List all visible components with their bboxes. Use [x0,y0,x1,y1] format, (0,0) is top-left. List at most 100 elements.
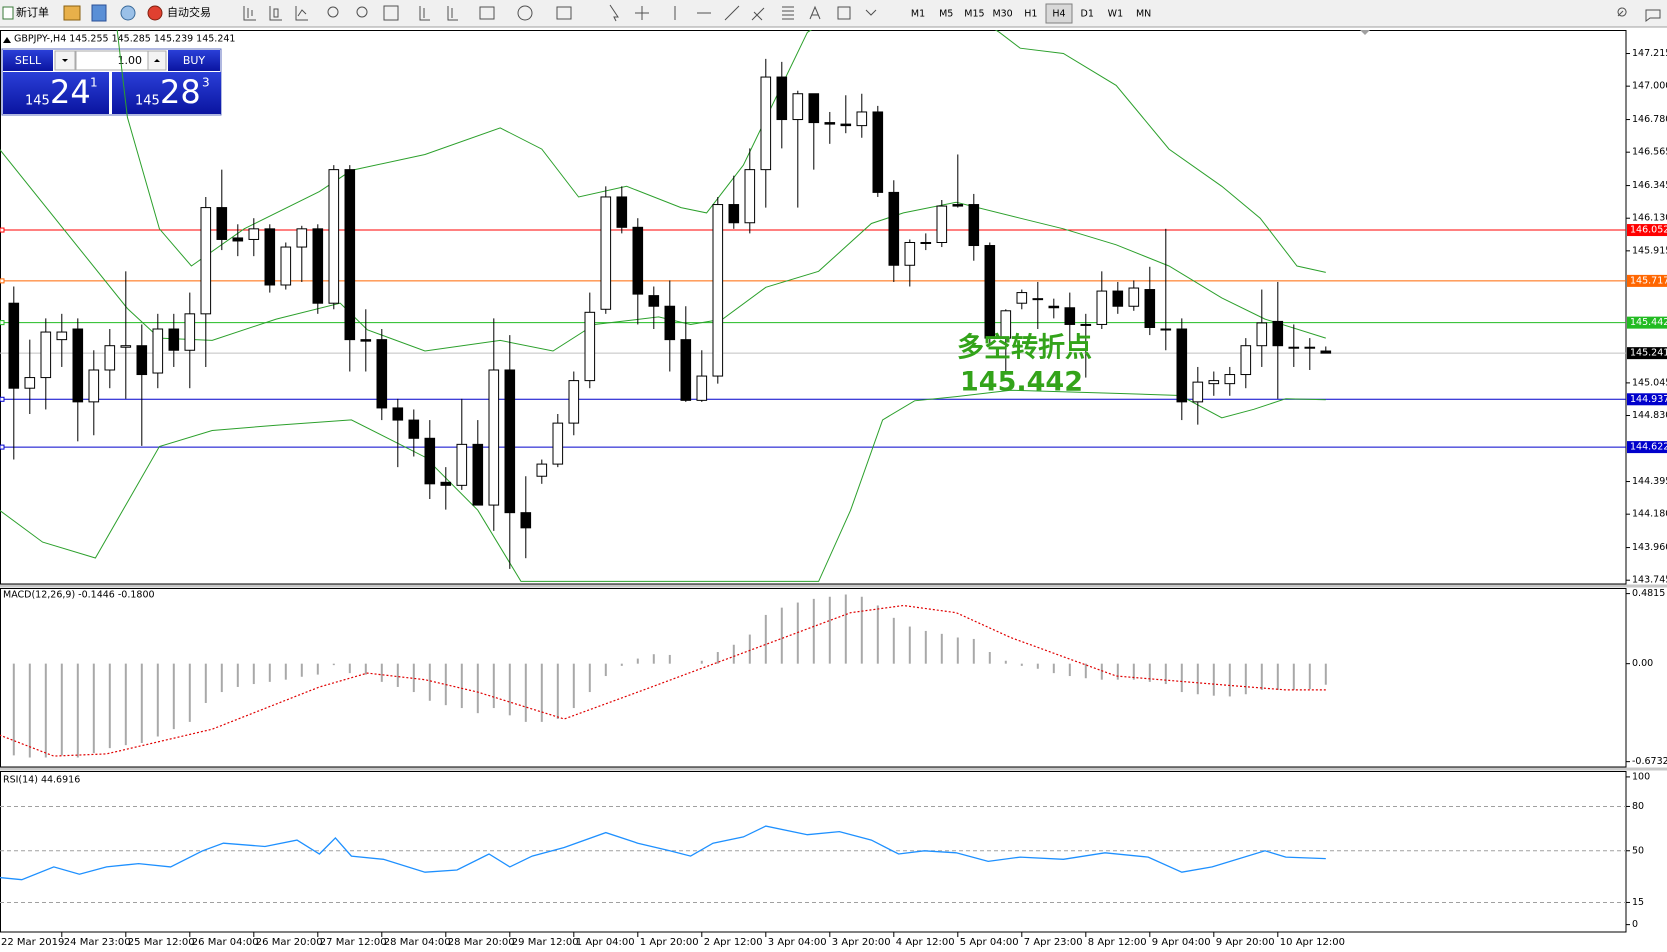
button-label: 新订单 [16,5,49,19]
timeframe-label[interactable]: M30 [992,9,1012,20]
timeframe-label[interactable]: M15 [964,9,984,20]
candle-body [312,228,324,304]
icon[interactable] [809,5,821,20]
candle-body [360,339,372,342]
candle-body [920,241,932,244]
icon[interactable] [243,6,256,21]
icon[interactable] [724,5,740,21]
buy-label[interactable]: BUY [183,54,206,67]
x-tick-label: 28 Mar 20:00 [448,937,515,948]
candle-body [104,345,116,371]
x-tick-label: 3 Apr 20:00 [832,937,891,948]
x-tick-label: 9 Apr 20:00 [1216,937,1275,948]
x-tick-label: 8 Apr 12:00 [1088,937,1147,948]
price-small: 3 [202,76,210,90]
icon[interactable] [479,6,495,20]
price-main: 28 [160,73,201,111]
symbol-menu-arrow[interactable] [3,37,11,43]
timeframe-label[interactable]: M5 [939,9,953,20]
sell-price-box[interactable] [3,72,109,114]
annotation: 多空转折点 [957,332,1092,364]
timeframe-label[interactable]: D1 [1081,9,1094,20]
candle-body [824,122,836,125]
icon[interactable] [383,5,399,21]
chat-icon[interactable] [1645,9,1661,22]
lots-value[interactable]: 1.00 [118,54,143,67]
button-label: 自动交易 [167,5,211,19]
timeframe-label[interactable]: MN [1136,9,1151,20]
level-label-box [1627,224,1667,237]
timeframe-label[interactable]: W1 [1108,9,1123,20]
icon[interactable] [609,4,619,22]
candle-body [88,369,100,403]
y-tick-label: 145.045 [1632,377,1667,388]
candle-body [392,407,404,421]
timeframe-label[interactable]: H4 [1052,9,1065,20]
y-tick-label: 0.4815 [1632,588,1665,599]
icon[interactable] [63,5,81,21]
candle-body [888,191,900,266]
level-label: 145.717 [1630,275,1667,286]
candle-body [376,339,388,409]
candle-body [1112,290,1124,307]
icon[interactable] [91,4,107,22]
level-handle [0,227,5,233]
x-tick-label: 3 Apr 04:00 [768,937,827,948]
timeframe-label[interactable]: H1 [1024,9,1037,20]
candle-body [536,463,548,477]
sell-button[interactable] [3,50,53,71]
icon[interactable] [419,6,430,21]
auto-trading-button[interactable]: 自动交易 [147,5,211,21]
level-label-box [1627,441,1667,454]
candle-body [136,345,148,376]
y-tick-label: -0.6732 [1632,756,1667,767]
candle-body [280,246,292,286]
timeframe-button[interactable] [1045,3,1073,24]
icon[interactable] [120,5,136,21]
x-tick-label: 1 Apr 04:00 [576,937,635,948]
y-tick-label: 146.565 [1632,147,1667,158]
level-handle [0,320,5,326]
chart-shift-marker[interactable] [1360,30,1370,35]
bollinger-band [0,389,1326,582]
icon[interactable] [269,6,282,21]
sell-label[interactable]: SELL [15,54,42,67]
candle-body [696,375,708,401]
candle-body [568,380,580,424]
price-plot [0,30,1626,582]
candle-body [152,328,164,374]
candle-body [760,76,772,171]
timeframe-label[interactable]: M1 [911,9,925,20]
buy-price-box[interactable] [112,72,221,114]
icon[interactable] [295,6,308,21]
candle-body [1176,328,1188,403]
new-order-button[interactable]: 新订单 [2,5,49,20]
candle-body [440,481,452,486]
macd-panel-frame [0,588,1627,768]
icon[interactable] [782,6,794,20]
icon[interactable] [556,6,572,20]
icon[interactable] [635,6,649,20]
icon[interactable] [837,6,851,20]
y-tick-label: 147.215 [1632,48,1667,59]
bollinger-band [0,149,1326,352]
icon[interactable] [751,7,765,21]
icon[interactable] [356,6,368,18]
icon[interactable] [447,6,458,21]
candle-body [1256,322,1268,347]
x-tick-label: 26 Mar 04:00 [192,937,259,948]
toolbar [0,0,1667,27]
search-icon[interactable] [1617,7,1627,17]
candle-body [328,169,340,304]
buy-button[interactable] [168,50,220,71]
icon[interactable] [517,5,533,21]
candle-body [1048,305,1060,309]
icon[interactable] [865,9,877,16]
y-tick-label: 147.000 [1632,81,1667,92]
level-label-box [1627,316,1667,329]
level-label: 146.052 [1630,225,1667,236]
icon[interactable] [327,6,339,18]
candle-body [680,339,692,401]
y-tick-label: 143.960 [1632,542,1667,553]
